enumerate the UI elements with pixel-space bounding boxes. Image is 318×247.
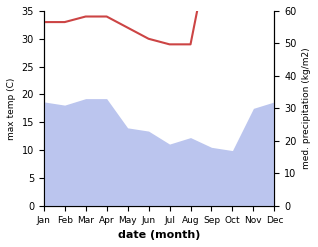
Y-axis label: max temp (C): max temp (C) [7, 77, 16, 140]
X-axis label: date (month): date (month) [118, 230, 200, 240]
Y-axis label: med. precipitation (kg/m2): med. precipitation (kg/m2) [302, 48, 311, 169]
